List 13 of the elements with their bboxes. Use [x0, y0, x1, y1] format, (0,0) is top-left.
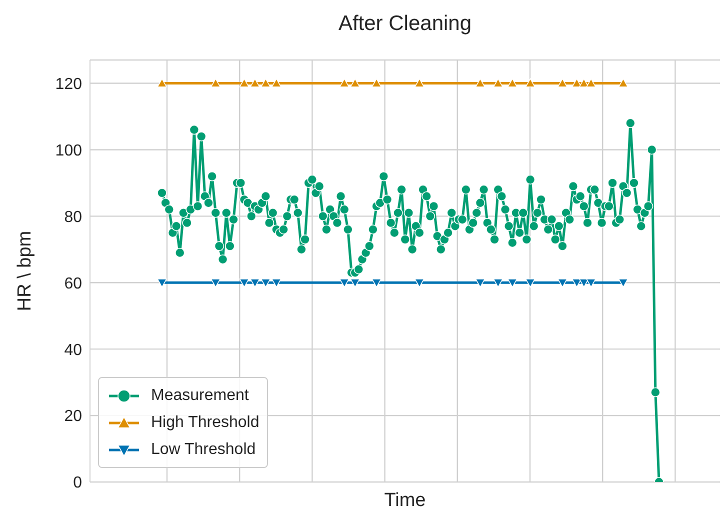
y-tick-label: 100 [55, 142, 82, 160]
y-tick-label: 0 [73, 474, 82, 492]
legend-label: Measurement [151, 386, 249, 404]
chart-title: After Cleaning [337, 12, 473, 36]
y-tick-label: 80 [64, 208, 82, 226]
legend-label: High Threshold [151, 414, 260, 432]
legend-label: Low Threshold [151, 440, 256, 458]
y-tick-label: 40 [64, 342, 82, 359]
y-tick-label: 60 [64, 275, 82, 292]
y-tick-label: 20 [64, 408, 82, 426]
y-axis-title: HR \ bpm [14, 230, 36, 312]
x-axis-title: Time [384, 490, 426, 511]
y-tick-label: 120 [55, 76, 82, 93]
